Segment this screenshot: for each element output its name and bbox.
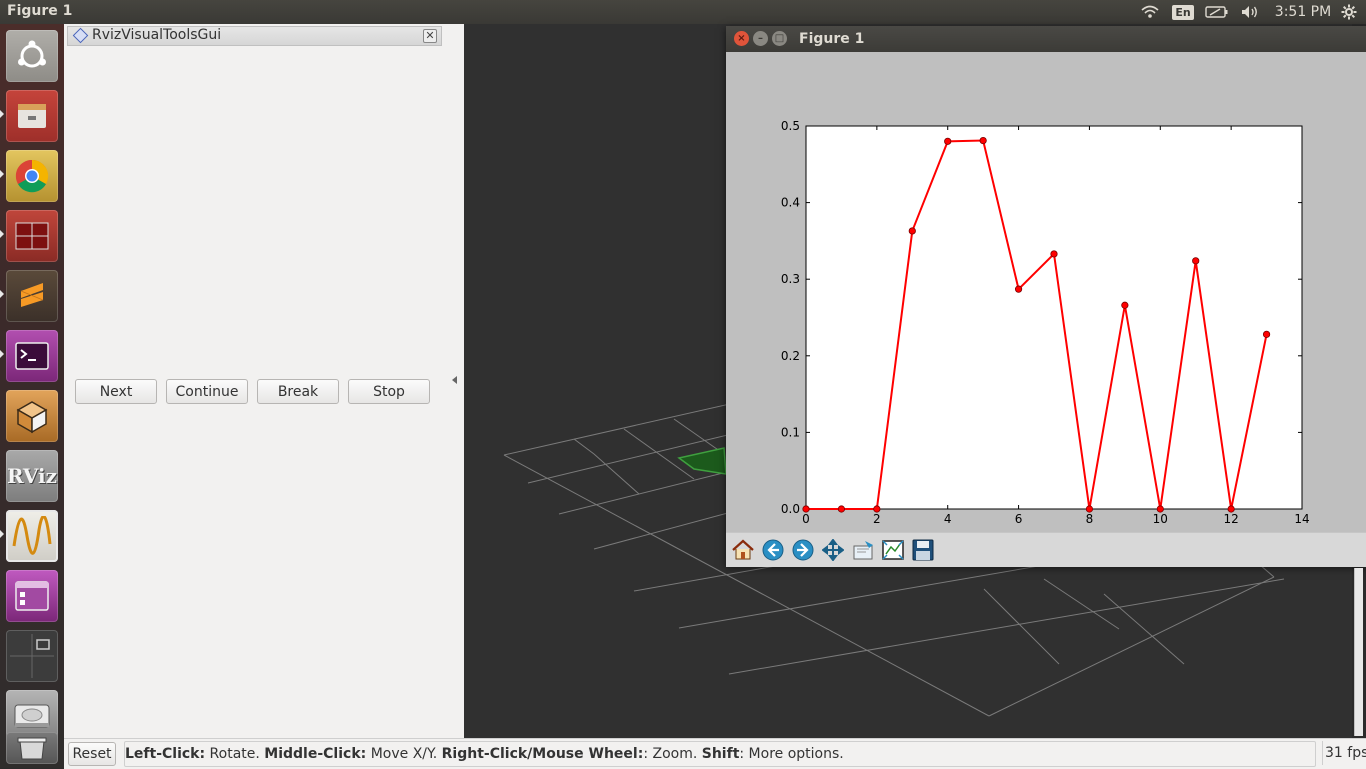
data-point <box>1262 330 1271 338</box>
clock[interactable]: 3:51 PM <box>1274 4 1332 20</box>
hint-middle-click-key: Middle-Click: <box>264 746 367 762</box>
top-menubar: Figure 1 En 3:51 PM <box>0 0 1366 24</box>
pan-move-icon[interactable] <box>820 538 846 562</box>
workspace-switcher-icon[interactable] <box>6 630 58 682</box>
hint-shift-text: : More options. <box>739 746 844 762</box>
data-point <box>1050 250 1058 258</box>
line-chart: 0 2 4 6 8 10 12 14 0.0 0.1 0.2 0.3 0.4 0.5 <box>781 119 1310 526</box>
panel-diamond-icon <box>72 27 89 44</box>
figure-window: × – □ Figure 1 0 2 4 6 8 10 12 14 0.0 0.1 0.2 0.3 0… <box>726 26 1366 567</box>
data-point <box>944 137 952 145</box>
stop-button[interactable]: Stop <box>348 379 430 404</box>
x-tick-label: 0 <box>802 512 810 526</box>
hint-right-click-key: Right-Click/Mouse Wheel: <box>441 746 644 762</box>
back-arrow-icon[interactable] <box>760 538 786 562</box>
hint-left-click-key: Left-Click: <box>125 746 206 762</box>
data-point <box>873 505 881 513</box>
window-minimize-icon[interactable]: – <box>753 31 768 46</box>
data-point <box>837 505 846 513</box>
data-point <box>1192 257 1200 265</box>
data-point <box>802 505 810 513</box>
break-button[interactable]: Break <box>257 379 339 404</box>
x-tick-label: 14 <box>1294 512 1309 526</box>
figure-title-bar[interactable]: × – □ Figure 1 <box>726 26 1366 52</box>
hint-right-click-text: : Zoom. <box>643 746 702 762</box>
home-icon[interactable] <box>730 538 756 562</box>
gear-icon[interactable] <box>1338 0 1360 24</box>
app-window-icon[interactable] <box>6 570 58 622</box>
mouse-hint-text: Left-Click: Rotate. Middle-Click: Move X… <box>124 741 1316 767</box>
terminal-icon[interactable] <box>6 330 58 382</box>
save-icon[interactable] <box>910 538 936 562</box>
panel-title: RvizVisualToolsGui <box>92 27 222 43</box>
data-point <box>908 227 916 235</box>
plot-wave-icon[interactable] <box>6 510 58 562</box>
files-icon[interactable] <box>6 90 58 142</box>
y-tick-label: 0.0 <box>781 502 800 516</box>
battery-icon[interactable] <box>1204 0 1230 24</box>
close-icon[interactable]: ✕ <box>423 29 437 43</box>
window-maximize-icon[interactable]: □ <box>772 31 787 46</box>
zoom-rect-icon[interactable] <box>850 538 876 562</box>
y-tick-label: 0.5 <box>781 119 800 133</box>
plot-area <box>805 125 1303 510</box>
x-tick-label: 8 <box>1086 512 1094 526</box>
x-tick-label: 6 <box>1015 512 1023 526</box>
series-line <box>806 139 1268 510</box>
data-point <box>979 136 987 145</box>
next-button[interactable]: Next <box>75 379 157 404</box>
configure-subplots-icon[interactable] <box>880 538 906 562</box>
status-bar: Reset Left-Click: Rotate. Middle-Click: … <box>64 738 1366 769</box>
forward-arrow-icon[interactable] <box>790 538 816 562</box>
x-tick-label: 10 <box>1153 512 1168 526</box>
x-tick-label: 12 <box>1224 512 1239 526</box>
data-point <box>1121 301 1129 309</box>
x-tick-label: 2 <box>873 512 881 526</box>
figure-title: Figure 1 <box>799 31 865 47</box>
hint-middle-click-text: Move X/Y. <box>366 746 442 762</box>
ubuntu-dash-icon[interactable] <box>6 30 58 82</box>
data-point <box>1014 285 1023 293</box>
y-tick-label: 0.3 <box>781 272 800 286</box>
reset-button[interactable]: Reset <box>68 742 116 766</box>
active-window-title: Figure 1 <box>7 3 73 19</box>
rviz-icon[interactable]: RViz <box>6 450 58 502</box>
y-tick-label: 0.2 <box>781 349 800 363</box>
data-point <box>1085 505 1094 513</box>
hint-shift-key: Shift <box>701 746 740 762</box>
chrome-icon[interactable] <box>6 150 58 202</box>
x-tick-label: 4 <box>944 512 952 526</box>
keyboard-language-indicator[interactable]: En <box>1172 0 1194 24</box>
gazebo-icon[interactable] <box>6 390 58 442</box>
sublime-text-icon[interactable] <box>6 270 58 322</box>
terminal-split-icon[interactable] <box>6 210 58 262</box>
collapse-panel-arrow-icon[interactable] <box>452 376 457 384</box>
volume-icon[interactable] <box>1238 0 1262 24</box>
launcher: RViz <box>0 24 64 768</box>
y-tick-label: 0.1 <box>781 425 800 439</box>
panel-title-bar[interactable]: RvizVisualToolsGui ✕ <box>67 26 442 46</box>
figure-toolbar <box>726 532 1366 567</box>
data-point <box>1156 505 1164 513</box>
fps-counter: 31 fps <box>1322 741 1366 765</box>
y-tick-label: 0.4 <box>781 196 800 210</box>
window-close-icon[interactable]: × <box>734 31 749 46</box>
rviz-visual-tools-panel: RvizVisualToolsGui ✕ Next Continue Break… <box>64 24 465 738</box>
rviz-icon-label: RViz <box>6 464 58 488</box>
continue-button[interactable]: Continue <box>166 379 248 404</box>
green-plane <box>677 447 727 475</box>
trash-icon[interactable] <box>6 732 58 764</box>
hint-left-click-text: Rotate. <box>205 746 265 762</box>
data-point <box>1227 505 1235 513</box>
scrollbar[interactable] <box>1354 568 1363 736</box>
wifi-icon[interactable] <box>1140 0 1160 24</box>
